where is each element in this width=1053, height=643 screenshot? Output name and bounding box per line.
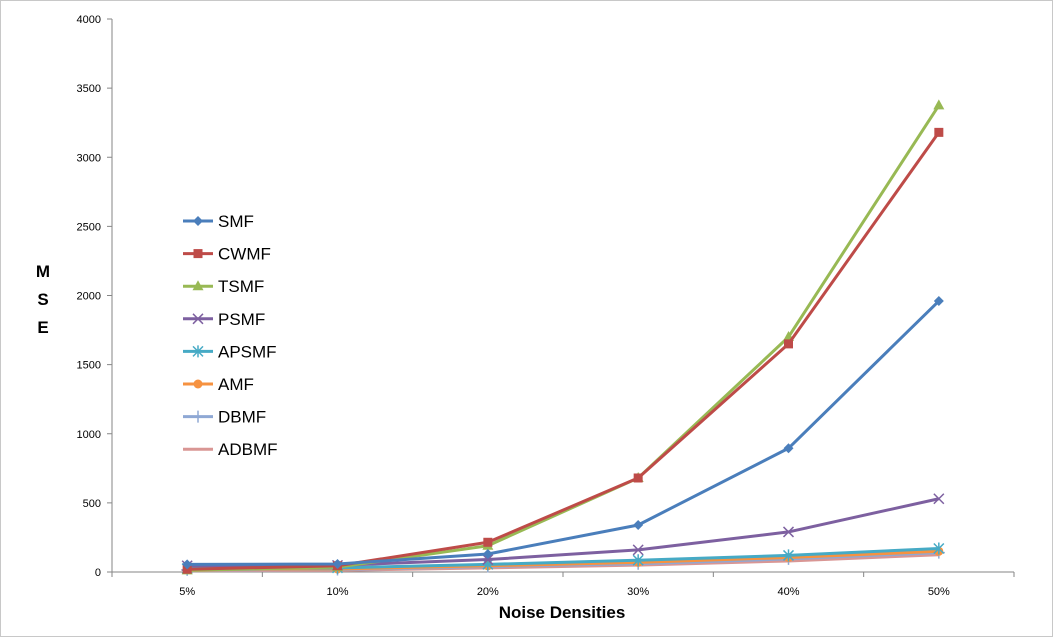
series-line-tsmf: [187, 104, 941, 572]
data-point-smf: [482, 549, 493, 560]
y-axis-title-letter-m: M: [36, 262, 50, 281]
data-point-psmf: [632, 544, 644, 556]
legend-item-dbmf: DBMF: [183, 408, 266, 427]
legend-label-psmf: PSMF: [218, 310, 265, 329]
legend-label-amf: AMF: [218, 375, 254, 394]
data-point-smf: [332, 558, 343, 569]
data-point-psmf: [782, 526, 795, 538]
legend: SMF CWMF TSMF PSMF APSMF AMF DBMF ADBMF: [183, 212, 278, 459]
legend-item-apsmf: APSMF: [183, 342, 277, 361]
legend-item-adbmf: ADBMF: [183, 440, 278, 459]
data-point-apsmf: [782, 549, 795, 562]
legend-label-apsmf: APSMF: [218, 342, 277, 361]
legend-marker-cwmf: [193, 249, 203, 259]
series-smf: [182, 296, 944, 570]
legend-item-cwmf: CWMF: [183, 245, 271, 264]
y-tick-label: 1500: [77, 360, 101, 372]
data-point-apsmf: [933, 542, 945, 555]
y-tick-label: 1000: [77, 429, 101, 441]
legend-item-amf: AMF: [183, 375, 254, 394]
legend-marker-apsmf: [192, 345, 204, 358]
series-line-smf: [187, 299, 940, 566]
x-tick-label: 40%: [777, 586, 799, 598]
legend-label-cwmf: CWMF: [218, 245, 271, 264]
legend-label-tsmf: TSMF: [218, 277, 264, 296]
legend-item-smf: SMF: [183, 212, 254, 231]
data-point-cwmf: [483, 537, 493, 547]
y-tick-label: 500: [83, 498, 101, 510]
series-lines: [181, 99, 945, 576]
data-point-cwmf: [633, 473, 643, 483]
data-point-smf: [633, 519, 644, 530]
legend-label-adbmf: ADBMF: [218, 440, 278, 459]
data-point-smf: [182, 559, 193, 570]
legend-item-tsmf: TSMF: [183, 277, 264, 296]
y-tick-label: 4000: [77, 14, 101, 26]
legend-marker-dbmf: [192, 410, 204, 423]
data-point-cwmf: [784, 339, 793, 349]
x-tick-label: 10%: [326, 586, 348, 598]
data-point-psmf: [933, 493, 945, 505]
y-axis-title-letter-s: S: [37, 290, 48, 309]
legend-marker-tsmf: [192, 280, 204, 291]
series-tsmf: [181, 99, 945, 575]
data-point-psmf: [482, 554, 494, 566]
data-point-smf: [933, 296, 944, 307]
axes: 0 500 1000 1500 2000 2500 3000 3500 4000 5% 10% 20%…: [77, 14, 1015, 598]
x-tick-label: 30%: [627, 586, 649, 598]
legend-label-smf: SMF: [218, 212, 254, 231]
data-point-tsmf: [933, 99, 945, 110]
x-tick-label: 5%: [179, 586, 195, 598]
x-tick-label: 20%: [477, 586, 499, 598]
y-tick-label: 3000: [77, 152, 101, 164]
series-cwmf: [182, 127, 944, 574]
y-tick-label: 0: [95, 567, 101, 579]
y-tick-label: 2500: [77, 221, 101, 233]
x-tick-label: 50%: [928, 586, 950, 598]
data-point-cwmf: [934, 127, 944, 137]
y-tick-label: 3500: [77, 83, 101, 95]
x-axis-title: Noise Densities: [499, 603, 626, 622]
legend-marker-psmf: [192, 313, 204, 325]
y-axis-title: M S E: [36, 262, 50, 337]
data-point-smf: [783, 443, 794, 454]
legend-item-psmf: PSMF: [183, 310, 265, 329]
data-point-apsmf: [632, 554, 644, 567]
y-tick-label: 2000: [77, 291, 101, 303]
series-line-cwmf: [187, 131, 941, 571]
legend-label-dbmf: DBMF: [218, 408, 266, 427]
legend-marker-smf: [193, 216, 203, 226]
y-axis-title-letter-e: E: [37, 318, 48, 337]
legend-marker-amf: [193, 379, 203, 389]
